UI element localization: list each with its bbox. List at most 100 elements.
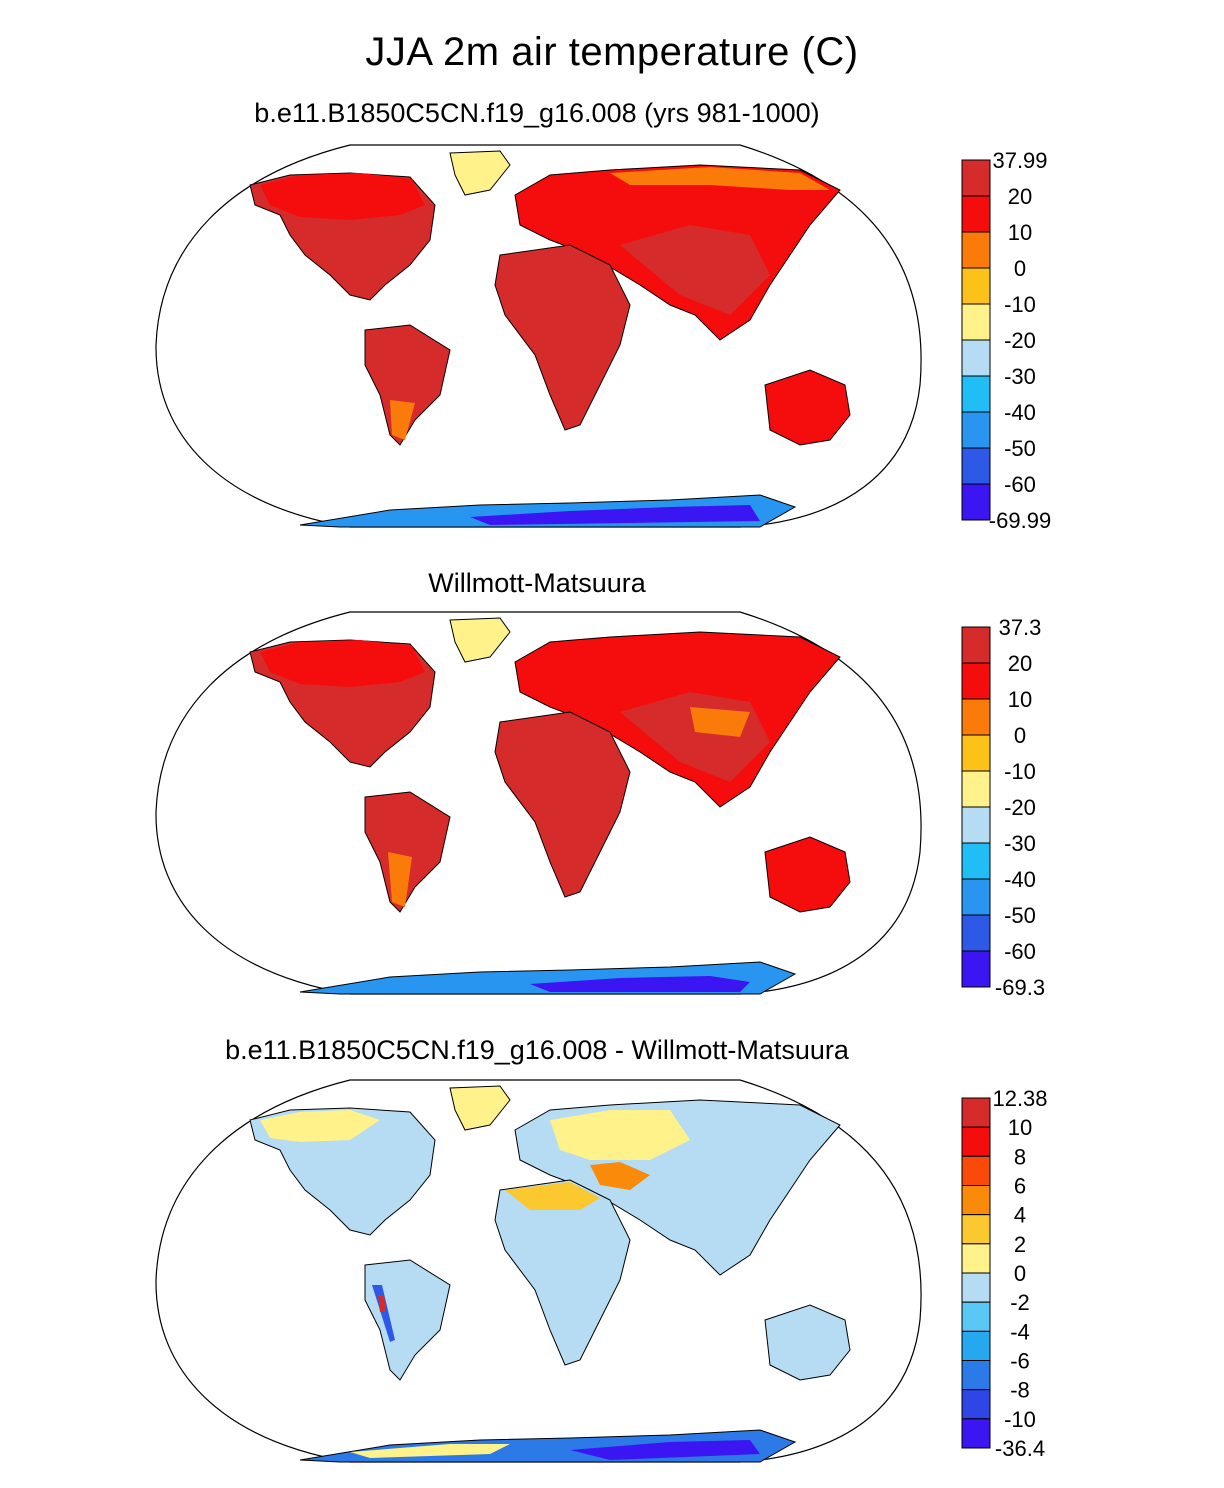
colorbar-swatch (961, 1360, 991, 1391)
colorbar-label: 20 (1008, 651, 1032, 676)
land-eurasia-warm (550, 1110, 690, 1160)
panel-2-colorbar-labels: 37.3 20 10 0 -10 -20 -30 -40 -50 -60 -69.3 (995, 615, 1045, 1000)
land-andes-cold (372, 1285, 395, 1342)
colorbar-swatch (961, 734, 991, 772)
colorbar-swatch (961, 950, 991, 988)
colorbar-swatch (961, 698, 991, 736)
land-canada-band (260, 640, 425, 687)
colorbar-swatch (961, 1330, 991, 1361)
colorbar-swatch (961, 842, 991, 880)
colorbar-swatch (961, 1214, 991, 1245)
colorbar-label: 37.3 (999, 615, 1042, 640)
panel-1-colorbar: 37.99 20 10 0 -10 -20 -30 -40 -50 -60 -69.99 (961, 148, 1051, 533)
land-greenland (449, 1085, 511, 1131)
panel-3-colorbar: 12.38 10 8 6 4 2 0 -2 -4 -6 -8 -10 -36.4 (961, 1086, 1048, 1461)
land-africa (494, 1179, 631, 1366)
panel-1-colorbar-labels: 37.99 20 10 0 -10 -20 -30 -40 -50 -60 -69.99 (989, 148, 1051, 533)
colorbar-label: 0 (1014, 723, 1026, 748)
colorbar-label: -30 (1004, 831, 1036, 856)
panel-3-colorbar-swatches (961, 1097, 991, 1449)
colorbar-label: -10 (1004, 1407, 1036, 1432)
colorbar-label: 6 (1014, 1174, 1026, 1199)
land-australia (764, 1304, 851, 1381)
colorbar-swatch (961, 662, 991, 700)
colorbar-label: -40 (1004, 867, 1036, 892)
land-south-america (364, 1259, 451, 1381)
colorbar-label: -8 (1010, 1378, 1030, 1403)
colorbar-label: -20 (1004, 795, 1036, 820)
panel-1-colorbar-swatches (961, 159, 991, 521)
colorbar-label: -69.3 (995, 975, 1045, 1000)
colorbar-label: 8 (1014, 1144, 1026, 1169)
colorbar-label: 20 (1008, 184, 1032, 209)
colorbar-swatch (961, 1301, 991, 1332)
colorbar-label: -4 (1010, 1319, 1030, 1344)
colorbar-label: -10 (1004, 759, 1036, 784)
colorbar-swatch (961, 914, 991, 952)
colorbar-label: -36.4 (995, 1436, 1045, 1461)
land-andes-warm (378, 1295, 386, 1312)
colorbar-swatch (961, 1389, 991, 1420)
colorbar-swatch (961, 195, 991, 233)
land-south-america (364, 791, 451, 913)
colorbar-swatch (961, 1155, 991, 1187)
colorbar-swatch (961, 375, 991, 413)
land-greenland (449, 617, 511, 663)
colorbar-swatch (961, 878, 991, 916)
land-antarctica-interior (530, 976, 750, 992)
land-north-america-warm (260, 1110, 380, 1142)
colorbar-label: -50 (1004, 436, 1036, 461)
panel-3-colorbar-labels: 12.38 10 8 6 4 2 0 -2 -4 -6 -8 -10 -36.4 (992, 1086, 1047, 1461)
colorbar-label: 10 (1008, 687, 1032, 712)
panel-3-map (155, 1079, 922, 1463)
colorbar-label: 0 (1014, 256, 1026, 281)
colorbar-label: 37.99 (992, 148, 1047, 173)
colorbar-label: 12.38 (992, 1086, 1047, 1111)
colorbar-label: -60 (1004, 472, 1036, 497)
panel-2-colorbar: 37.3 20 10 0 -10 -20 -30 -40 -50 -60 -69.3 (961, 615, 1045, 1000)
colorbar-swatch (961, 806, 991, 844)
colorbar-label: -30 (1004, 364, 1036, 389)
colorbar-swatch (961, 1418, 991, 1449)
colorbar-swatch (961, 303, 991, 341)
panel-2-colorbar-swatches (961, 626, 991, 988)
colorbar-label: 2 (1014, 1232, 1026, 1257)
colorbar-label: -50 (1004, 903, 1036, 928)
colorbar-label: 0 (1014, 1261, 1026, 1286)
colorbar-label: 10 (1008, 220, 1032, 245)
land-south-america-tip (388, 852, 412, 907)
land-asia-interior (620, 225, 770, 315)
land-asia-highland (690, 707, 750, 737)
colorbar-label: -40 (1004, 400, 1036, 425)
colorbar-swatch (961, 267, 991, 305)
colorbar-swatch (961, 339, 991, 377)
colorbar-label: -10 (1004, 292, 1036, 317)
colorbar-swatch (961, 1097, 991, 1128)
colorbar-swatch (961, 447, 991, 485)
colorbar-swatch (961, 1126, 991, 1157)
colorbar-label: 4 (1014, 1203, 1026, 1228)
panel-1-title: b.e11.B1850C5CN.f19_g16.008 (yrs 981-100… (254, 98, 820, 128)
colorbar-swatch (961, 483, 991, 521)
colorbar-label: -69.99 (989, 508, 1051, 533)
figure-title: JJA 2m air temperature (C) (365, 30, 859, 74)
colorbar-swatch (961, 231, 991, 269)
panel-3-title: b.e11.B1850C5CN.f19_g16.008 - Willmott-M… (225, 1035, 849, 1065)
panel-2-title: Willmott-Matsuura (428, 568, 646, 598)
land-antarctica-interior (470, 505, 760, 525)
land-africa (494, 244, 631, 431)
colorbar-label: -20 (1004, 328, 1036, 353)
land-sahara-warm (505, 1182, 600, 1210)
land-australia (764, 369, 851, 446)
colorbar-label: 10 (1008, 1115, 1032, 1140)
colorbar-label: -60 (1004, 939, 1036, 964)
colorbar-label: -6 (1010, 1349, 1030, 1374)
colorbar-swatch (961, 1185, 991, 1216)
land-australia (764, 836, 851, 913)
land-antarctica-warm (350, 1444, 510, 1458)
land-antarctica-cold (570, 1440, 760, 1460)
land-canada-band (260, 173, 425, 220)
colorbar-swatch (961, 411, 991, 449)
colorbar-swatch (961, 1243, 991, 1274)
land-south-america-tip (390, 400, 415, 440)
